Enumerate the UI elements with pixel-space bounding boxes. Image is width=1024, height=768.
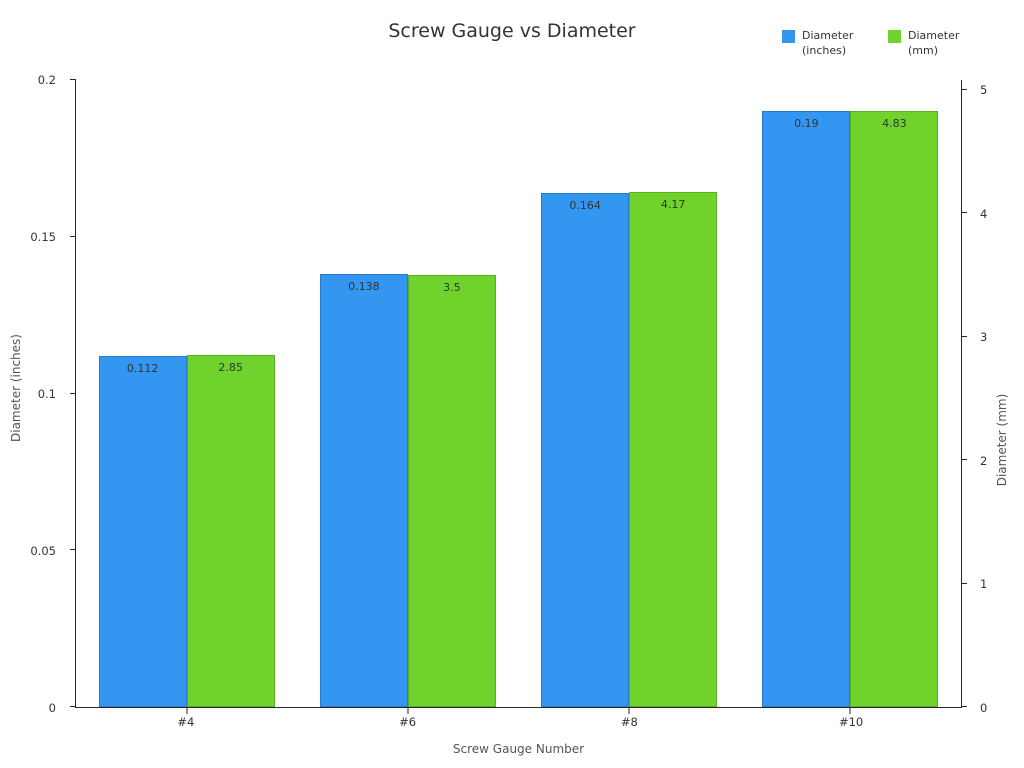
right-tick-label: 4 xyxy=(980,206,988,221)
x-tick-label: #4 xyxy=(177,715,195,729)
x-tick-mark xyxy=(628,708,630,714)
x-tick-label: #10 xyxy=(838,715,864,729)
chart-title: Screw Gauge vs Diameter xyxy=(388,20,636,42)
bar-value-label: 2.85 xyxy=(218,361,243,375)
legend-label-mm: Diameter (mm) xyxy=(908,29,960,58)
bar-mm: 2.85 xyxy=(186,355,275,707)
right-tick-mark xyxy=(961,88,967,90)
bar-group: 0.112 2.85 xyxy=(98,80,275,707)
bar-value-label: 4.83 xyxy=(882,116,907,130)
x-tick-mark xyxy=(186,708,188,714)
right-tick-label: 2 xyxy=(980,453,988,468)
left-tick-label: 0.2 xyxy=(37,73,56,87)
left-tick-label: 0 xyxy=(48,701,56,715)
left-axis-ticks: 0 0.05 0.1 0.15 0.2 xyxy=(0,73,70,715)
bar-value-label: 3.5 xyxy=(443,281,461,295)
legend-swatch-inches-icon xyxy=(782,30,795,43)
plot-area: 0.112 2.85 0.138 3.5 0.164 4.17 0.19 4.83 xyxy=(70,79,967,714)
bar-mm: 3.5 xyxy=(407,275,496,707)
right-tick-mark xyxy=(961,706,967,707)
x-axis-ticks: #4 #6 #8 #10 xyxy=(75,708,962,732)
x-tick-label: #8 xyxy=(620,715,638,729)
right-tick-mark xyxy=(961,459,967,461)
left-tick-label: 0.15 xyxy=(30,230,56,244)
bar-value-label: 0.19 xyxy=(794,117,819,131)
bar-inches: 0.164 xyxy=(541,192,630,707)
bar-value-label: 4.17 xyxy=(660,198,686,212)
legend-swatch-mm-icon xyxy=(888,30,901,43)
right-tick-label: 3 xyxy=(980,330,988,345)
legend-label-inches: Diameter (inches) xyxy=(802,29,854,58)
right-tick-label: 5 xyxy=(980,82,988,97)
left-tick-mark xyxy=(70,706,76,707)
bar-inches: 0.19 xyxy=(762,111,851,707)
left-tick-mark xyxy=(70,549,76,551)
right-tick-label: 0 xyxy=(980,701,988,715)
x-tick-mark xyxy=(407,708,409,714)
legend: Diameter (inches) Diameter (mm) xyxy=(782,28,966,59)
left-tick-mark xyxy=(70,79,76,80)
bar-group: 0.138 3.5 xyxy=(319,80,496,707)
bar-mm: 4.83 xyxy=(850,110,939,707)
x-axis-title: Screw Gauge Number xyxy=(452,742,585,756)
bar-inches: 0.112 xyxy=(98,355,187,707)
x-tick-label: #6 xyxy=(399,715,417,729)
bar-value-label: 0.164 xyxy=(569,198,601,212)
bar-value-label: 0.112 xyxy=(126,361,159,375)
left-tick-label: 0.1 xyxy=(37,387,56,401)
left-tick-mark xyxy=(70,392,76,394)
bar-inches: 0.138 xyxy=(319,274,408,707)
right-tick-mark xyxy=(961,212,967,214)
right-tick-mark xyxy=(961,582,967,584)
left-tick-label: 0.05 xyxy=(30,544,56,558)
right-tick-mark xyxy=(961,335,967,337)
right-tick-label: 1 xyxy=(980,577,988,592)
x-tick-mark xyxy=(849,708,851,714)
legend-item-inches: Diameter (inches) xyxy=(782,28,860,59)
bar-group: 0.19 4.83 xyxy=(762,80,939,707)
right-axis-ticks: 0 1 2 3 4 5 xyxy=(968,80,1024,715)
left-tick-mark xyxy=(70,235,76,237)
bar-value-label: 0.138 xyxy=(348,280,380,294)
bar-mm: 4.17 xyxy=(629,192,718,707)
bar-group: 0.164 4.17 xyxy=(541,80,718,707)
legend-item-mm: Diameter (mm) xyxy=(888,28,966,59)
